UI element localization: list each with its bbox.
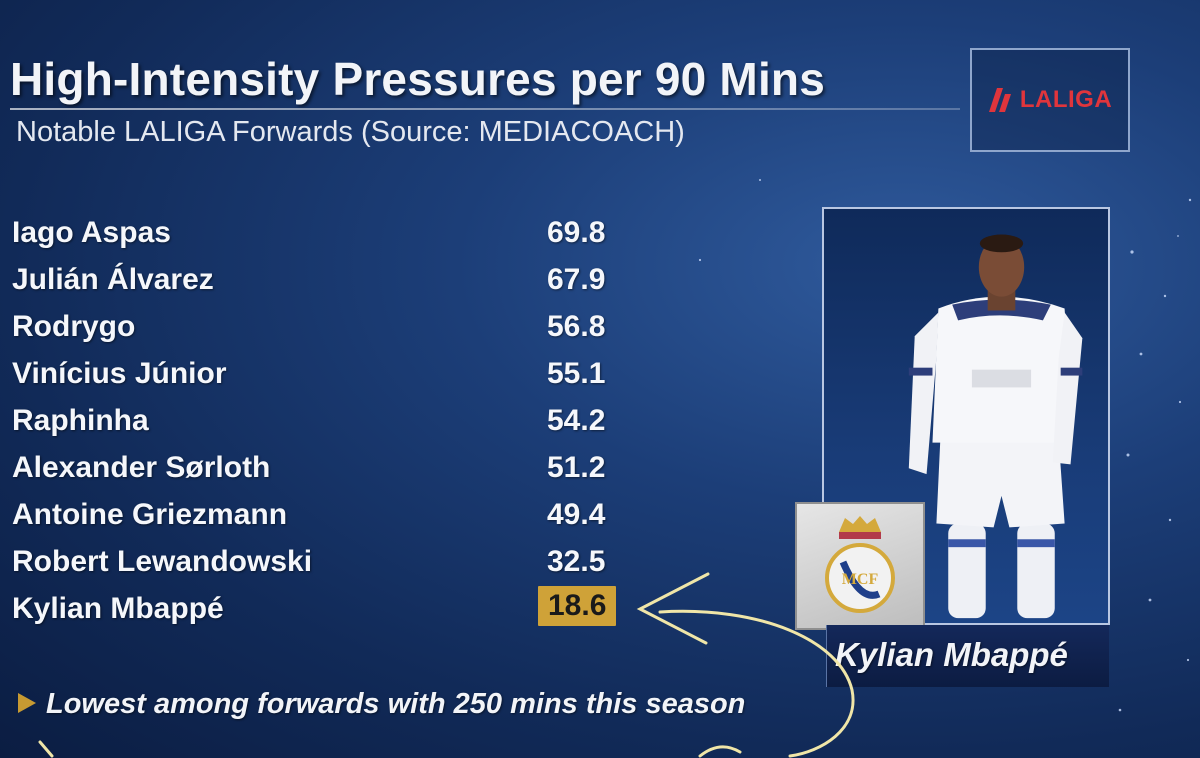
highlighted-player-value: 18.6 [538,586,617,626]
player-table: Iago Aspas 69.8 Julián Álvarez 67.9 Rodrygo 5… [12,210,632,633]
player-name: Alexander Sørloth [12,451,271,484]
player-row: Robert Lewandowski 32.5 [12,539,632,586]
player-row: Raphinha 54.2 [12,398,632,445]
player-figure [908,234,1083,619]
player-name: Vinícius Júnior [12,357,227,390]
player-row: Antoine Griezmann 49.4 [12,492,632,539]
player-value: 55.1 [547,357,606,390]
player-row: Julián Álvarez 67.9 [12,257,632,304]
player-name: Julián Álvarez [12,263,214,296]
player-value: 32.5 [547,545,606,578]
page-title: High-Intensity Pressures per 90 Mins [10,53,826,105]
player-row: Kylian Mbappé 18.6 [12,586,632,633]
real-madrid-crest-icon: MCF [825,516,895,613]
svg-text:MCF: MCF [842,571,879,588]
laliga-logo-text: LALIGA [1019,86,1113,113]
player-value: 54.2 [547,404,606,437]
laliga-logo: LALIGA [970,48,1130,152]
triangle-bullet-icon [18,693,36,713]
player-value: 56.8 [547,310,606,343]
player-name: Raphinha [12,404,149,437]
player-name: Iago Aspas [12,216,171,249]
player-row: Alexander Sørloth 51.2 [12,445,632,492]
player-caption-box: Kylian Mbappé [826,625,1109,687]
player-caption: Kylian Mbappé [835,636,1068,673]
player-value: 51.2 [547,451,606,484]
player-row: Rodrygo 56.8 [12,304,632,351]
player-name: Kylian Mbappé [12,592,224,625]
laliga-icon [988,88,1011,112]
page-subtitle: Notable LALIGA Forwards (Source: MEDIACO… [16,116,685,148]
player-row: Iago Aspas 69.8 [12,210,632,257]
footnote: Lowest among forwards with 250 mins this… [46,688,746,720]
player-name: Rodrygo [12,310,136,343]
player-name: Antoine Griezmann [12,498,288,531]
player-value: 67.9 [547,263,606,296]
player-value: 49.4 [547,498,606,531]
club-crest: MCF [795,502,925,630]
player-value: 69.8 [547,216,606,249]
player-name: Robert Lewandowski [12,545,313,578]
player-row: Vinícius Júnior 55.1 [12,351,632,398]
title-divider [10,108,960,110]
